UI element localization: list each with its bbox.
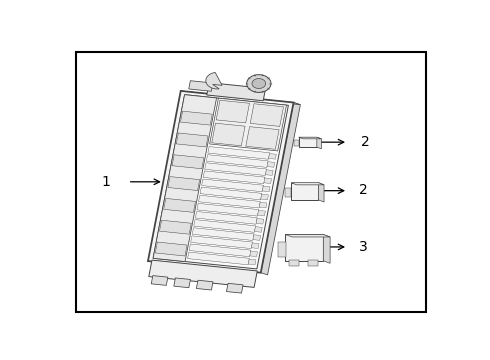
- Polygon shape: [259, 202, 267, 208]
- Polygon shape: [291, 183, 324, 185]
- Circle shape: [252, 78, 266, 89]
- Bar: [308, 260, 318, 266]
- Polygon shape: [148, 91, 294, 273]
- Polygon shape: [250, 104, 284, 126]
- Polygon shape: [318, 183, 324, 202]
- Bar: [294, 140, 299, 146]
- Text: 2: 2: [361, 135, 370, 149]
- Polygon shape: [196, 212, 257, 224]
- Polygon shape: [203, 171, 265, 184]
- Polygon shape: [261, 194, 269, 200]
- Polygon shape: [251, 243, 259, 248]
- Polygon shape: [323, 234, 330, 263]
- Polygon shape: [180, 111, 212, 125]
- Polygon shape: [189, 244, 251, 257]
- Polygon shape: [159, 220, 191, 234]
- Polygon shape: [196, 280, 213, 290]
- Polygon shape: [174, 278, 191, 288]
- Polygon shape: [151, 276, 168, 285]
- Polygon shape: [188, 252, 249, 265]
- Text: 2: 2: [359, 183, 368, 197]
- Polygon shape: [258, 210, 266, 216]
- Polygon shape: [266, 170, 273, 175]
- Polygon shape: [285, 234, 330, 237]
- Bar: [289, 260, 298, 266]
- Polygon shape: [155, 242, 187, 256]
- Polygon shape: [208, 147, 270, 159]
- Polygon shape: [298, 137, 317, 147]
- Bar: [285, 188, 292, 197]
- Polygon shape: [269, 154, 276, 159]
- Polygon shape: [298, 137, 321, 139]
- Polygon shape: [192, 228, 254, 240]
- Polygon shape: [267, 162, 275, 167]
- Polygon shape: [164, 198, 196, 212]
- Polygon shape: [246, 127, 279, 149]
- Polygon shape: [205, 163, 267, 175]
- Polygon shape: [153, 95, 289, 269]
- Polygon shape: [201, 179, 264, 192]
- Polygon shape: [216, 100, 249, 123]
- Polygon shape: [253, 235, 261, 240]
- Polygon shape: [226, 283, 243, 293]
- Polygon shape: [149, 260, 257, 287]
- Polygon shape: [207, 83, 266, 101]
- Circle shape: [246, 75, 271, 93]
- Polygon shape: [248, 259, 256, 265]
- Polygon shape: [210, 98, 287, 151]
- Polygon shape: [254, 227, 262, 232]
- Text: 1: 1: [102, 175, 111, 189]
- Polygon shape: [194, 220, 256, 232]
- Polygon shape: [212, 123, 245, 146]
- Polygon shape: [262, 186, 270, 192]
- Polygon shape: [206, 155, 268, 167]
- Bar: [278, 242, 286, 257]
- Polygon shape: [250, 251, 258, 257]
- Polygon shape: [153, 95, 217, 262]
- Polygon shape: [264, 178, 271, 184]
- Text: 3: 3: [359, 240, 368, 254]
- Polygon shape: [168, 177, 200, 190]
- Polygon shape: [261, 103, 300, 275]
- Polygon shape: [181, 91, 300, 105]
- Polygon shape: [317, 137, 321, 149]
- Polygon shape: [200, 187, 262, 200]
- Polygon shape: [176, 133, 208, 147]
- Polygon shape: [256, 219, 264, 224]
- Polygon shape: [172, 155, 204, 169]
- Polygon shape: [191, 236, 252, 248]
- Polygon shape: [206, 72, 222, 89]
- Polygon shape: [285, 234, 323, 261]
- Polygon shape: [198, 195, 260, 208]
- Polygon shape: [189, 81, 213, 91]
- Polygon shape: [197, 203, 259, 216]
- Polygon shape: [291, 183, 318, 200]
